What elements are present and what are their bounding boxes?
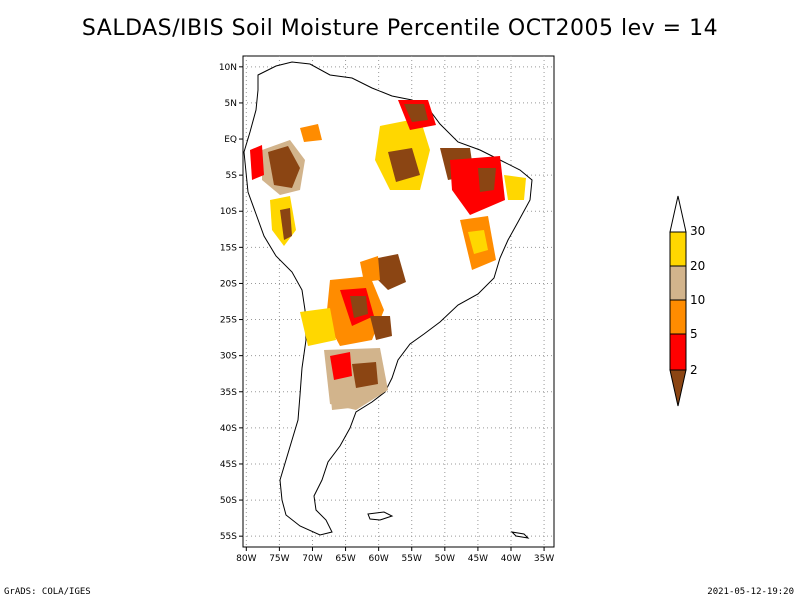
patch-yellow-east — [468, 230, 488, 254]
legend-label-30: 30 — [690, 224, 706, 238]
lat-tick-label: 40S — [220, 424, 237, 434]
patch-red-west — [250, 145, 264, 180]
lon-tick-label: 55W — [402, 554, 422, 564]
lat-tick-label: 55S — [220, 532, 237, 542]
patch-orange-central — [360, 256, 380, 282]
footer-timestamp: 2021-05-12-19:20 — [707, 587, 794, 597]
lon-tick-label: 65W — [335, 554, 355, 564]
lat-axis: 10N 5N EQ 5S 10S 15S 20S 25S 30S 35S 40S 45S 50S 55S — [219, 63, 243, 542]
legend-label-20: 20 — [690, 259, 706, 273]
lat-tick-label: 20S — [220, 279, 237, 289]
patch-brown-chaco — [350, 296, 368, 318]
footer-credit: GrADS: COLA/IGES — [4, 587, 91, 597]
lat-tick-label: 10N — [219, 63, 237, 73]
lat-tick-label: 45S — [220, 460, 237, 470]
legend-swatch-10-20 — [669, 265, 687, 301]
legend-swatch-2-5 — [669, 333, 687, 371]
lat-tick-label: EQ — [224, 135, 237, 145]
lat-tick-label: 30S — [220, 352, 237, 362]
lon-tick-label: 40W — [501, 554, 521, 564]
lat-tick-label: 15S — [220, 243, 237, 253]
patch-brown-west — [268, 146, 300, 188]
lon-tick-label: 75W — [269, 554, 289, 564]
legend-swatch-5-10 — [669, 299, 687, 335]
lat-tick-label: 35S — [220, 388, 237, 398]
lat-tick-label: 5S — [226, 171, 238, 181]
legend-label-5: 5 — [690, 327, 698, 341]
lon-tick-label: 60W — [368, 554, 388, 564]
patch-brown-paraguay — [370, 316, 392, 340]
color-bar — [669, 195, 687, 407]
lat-tick-label: 10S — [220, 207, 237, 217]
lon-tick-label: 50W — [435, 554, 455, 564]
map-title: SALDAS/IBIS Soil Moisture Percentile OCT… — [81, 16, 719, 41]
south-georgia — [510, 531, 530, 539]
legend-label-2: 2 — [690, 363, 698, 377]
patch-tan-south — [330, 386, 352, 410]
lon-tick-label: 45W — [468, 554, 488, 564]
patch-brown-central — [376, 254, 406, 290]
lat-tick-label: 50S — [220, 496, 237, 506]
lon-tick-label: 80W — [236, 554, 256, 564]
legend-swatch-20-30 — [669, 231, 687, 267]
falkland-islands — [367, 511, 394, 521]
lat-tick-label: 5N — [225, 99, 237, 109]
patch-brown-northeast — [478, 168, 496, 192]
legend-triangle-top — [669, 195, 687, 233]
patch-brown-pampas — [352, 362, 378, 388]
lat-tick-label: 25S — [220, 316, 237, 326]
patch-yellow-coast — [504, 175, 526, 200]
percentile-patches — [250, 100, 526, 410]
patch-orange-nw — [300, 124, 322, 142]
legend-triangle-bottom — [669, 369, 687, 407]
patch-red-pampas — [330, 352, 352, 380]
patch-brown-ne — [388, 148, 420, 182]
lon-tick-label: 70W — [302, 554, 322, 564]
patch-yellow-andes — [300, 308, 336, 346]
patch-brown-guiana — [404, 104, 428, 122]
legend-label-10: 10 — [690, 293, 706, 307]
lon-axis: 80W 75W 70W 65W 60W 55W 50W 45W 40W 35W — [236, 547, 554, 564]
lon-tick-label: 35W — [534, 554, 554, 564]
patch-brown-peru — [280, 208, 292, 240]
